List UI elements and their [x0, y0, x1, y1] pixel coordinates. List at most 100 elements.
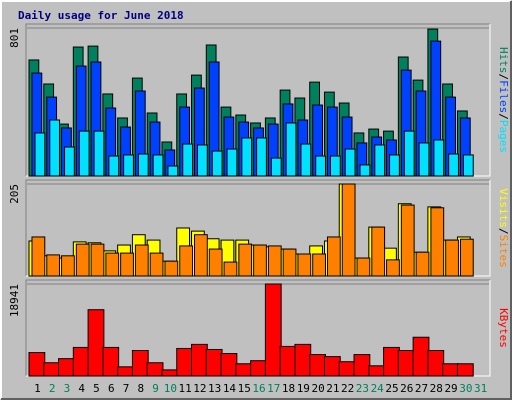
x-tick-label: 30 [459, 382, 472, 395]
bar [238, 243, 253, 277]
legend-separator: / [497, 113, 510, 120]
bar [285, 122, 297, 177]
bar [397, 349, 415, 377]
x-tick-label: 27 [415, 382, 428, 395]
bar [371, 226, 386, 277]
legend-entry: Sites [497, 235, 510, 268]
bar [105, 252, 120, 277]
bar [459, 238, 474, 277]
bar [64, 146, 75, 177]
bar [448, 153, 459, 177]
bar [279, 345, 297, 377]
bar [58, 358, 75, 377]
legend-separator: / [497, 74, 510, 81]
bar [131, 349, 149, 377]
bar [353, 354, 371, 377]
bar [326, 236, 341, 277]
x-tick-label: 11 [179, 382, 192, 395]
bar [93, 130, 105, 177]
bar [315, 155, 326, 177]
legend-entry: Pages [497, 120, 510, 153]
bar [194, 234, 208, 277]
bar [344, 148, 356, 177]
bar [338, 361, 356, 377]
bar [374, 144, 386, 177]
x-tick-label: 26 [400, 382, 413, 395]
bar [34, 132, 46, 177]
bar [383, 346, 400, 377]
bar [312, 253, 326, 277]
x-tick-label: 1 [34, 382, 41, 395]
bar [31, 236, 46, 277]
bar [211, 150, 223, 177]
bar [49, 119, 61, 177]
bar [164, 260, 179, 277]
bar [386, 259, 400, 277]
legend-entry: KBytes [497, 308, 510, 348]
panel-border-dark [25, 23, 490, 176]
bar [176, 347, 194, 377]
legend: KBytes [497, 308, 510, 348]
bar [182, 143, 194, 177]
bar [123, 154, 134, 177]
x-tick-label: 4 [78, 382, 85, 395]
bar [356, 257, 371, 277]
bar [149, 252, 164, 277]
bar [256, 137, 267, 177]
bar [430, 207, 445, 277]
bar [341, 183, 356, 277]
bar [442, 363, 459, 377]
bar [415, 251, 430, 277]
bar [241, 137, 253, 177]
bar [197, 144, 208, 177]
bar [456, 363, 474, 377]
chart-title: Daily usage for June 2018 [18, 9, 184, 22]
bar [191, 343, 208, 377]
y-tick-label: 801 [8, 28, 21, 48]
bar [433, 139, 445, 177]
x-tick-label: 9 [152, 382, 159, 395]
x-tick-label: 28 [430, 382, 443, 395]
x-tick-label: 22 [341, 382, 354, 395]
bar [61, 255, 75, 277]
x-tick-label: 8 [137, 382, 144, 395]
bar [208, 248, 223, 277]
bar [403, 130, 415, 177]
x-tick-label: 7 [123, 382, 130, 395]
bar [235, 363, 253, 377]
x-tick-label: 5 [93, 382, 100, 395]
bar [152, 154, 164, 177]
bar [389, 154, 400, 177]
bar [368, 365, 386, 377]
bar [223, 261, 238, 277]
x-tick-label: 20 [311, 382, 324, 395]
x-tick-label: 25 [385, 382, 398, 395]
x-tick-label: 14 [223, 382, 237, 395]
bar [418, 142, 430, 177]
bar [253, 244, 267, 277]
x-tick-label: 17 [267, 382, 280, 395]
bar [329, 155, 341, 177]
y-tick-label: 205 [8, 184, 21, 204]
bar [264, 283, 282, 377]
bar [412, 336, 430, 377]
x-tick-label: 2 [49, 382, 56, 395]
bar [134, 244, 149, 277]
x-tick-label: 6 [108, 382, 115, 395]
bar [462, 154, 474, 177]
x-tick-label: 21 [326, 382, 339, 395]
bar [146, 362, 164, 377]
x-tick-label: 24 [371, 382, 385, 395]
bar [137, 153, 149, 177]
bar [179, 245, 194, 277]
x-tick-label: 15 [238, 382, 251, 395]
x-tick-label: 23 [356, 382, 369, 395]
x-tick-label: 16 [252, 382, 265, 395]
bar [294, 343, 312, 377]
legend-entry: Files [497, 80, 510, 113]
legend-separator: / [497, 228, 510, 235]
bar [267, 245, 282, 277]
panel-border-dark [25, 179, 490, 276]
bar [445, 239, 459, 277]
